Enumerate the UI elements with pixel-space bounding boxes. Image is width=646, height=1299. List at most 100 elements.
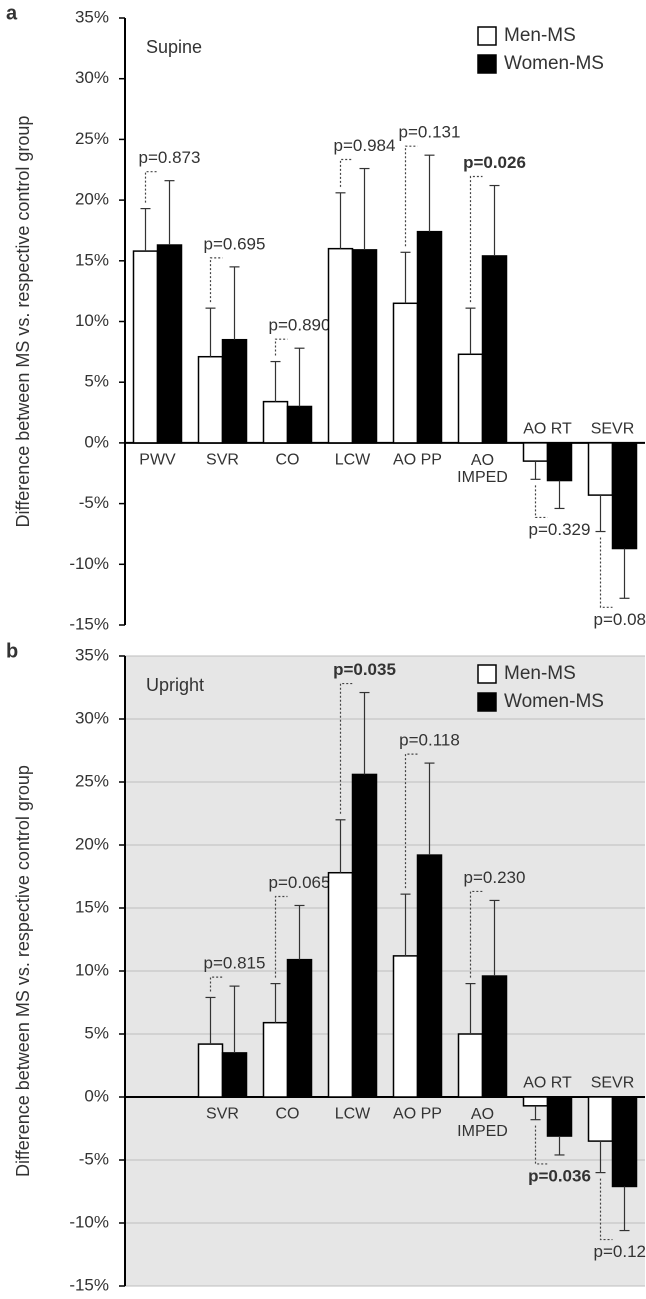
p-value-label: p=0.026 <box>463 153 526 172</box>
error-bar <box>554 480 565 510</box>
bar <box>286 958 313 1098</box>
category-label: SVR <box>206 1105 239 1123</box>
p-value-label: p=0.873 <box>139 148 201 167</box>
panel-title: Supine <box>146 37 202 57</box>
bar <box>522 1096 549 1107</box>
p-value-bracket <box>599 537 613 608</box>
error-bar <box>229 266 240 340</box>
error-bar <box>359 167 370 250</box>
y-tick-label: 5% <box>84 1023 109 1042</box>
category-label: LCW <box>334 451 371 469</box>
bar <box>481 255 508 444</box>
p-value-bracket <box>404 753 418 889</box>
bar <box>392 302 419 444</box>
p-value-label: p=0.131 <box>399 123 461 142</box>
error-bar <box>595 1141 606 1174</box>
bar <box>351 773 378 1098</box>
legend-label: Men-MS <box>504 25 576 46</box>
category-label: SVR <box>206 451 239 469</box>
category-label: CO <box>275 1105 300 1123</box>
category-label: AO IMPED <box>457 452 508 486</box>
p-value-label: p=0.230 <box>464 868 526 887</box>
bar <box>221 338 248 444</box>
bar <box>351 249 378 444</box>
error-bar <box>270 360 281 402</box>
p-value-label: p=0.695 <box>204 234 266 253</box>
bar <box>546 1096 573 1137</box>
p-value-bracket <box>404 145 418 247</box>
category-label: AO PP <box>393 451 442 469</box>
p-value-bracket <box>339 158 353 187</box>
bar <box>416 230 443 444</box>
p-value-label: p=0.329 <box>529 520 591 539</box>
p-value-bracket <box>274 895 288 978</box>
error-bar <box>465 982 476 1034</box>
y-tick-label: 0% <box>84 1086 109 1105</box>
y-tick-label: -5% <box>79 493 109 512</box>
y-tick-label: 35% <box>75 645 109 664</box>
error-bar <box>335 192 346 249</box>
error-bar <box>424 762 435 856</box>
plot-background <box>125 18 645 625</box>
y-tick-label: -15% <box>69 1275 109 1294</box>
legend-swatch <box>477 664 497 684</box>
p-value-bracket <box>469 175 483 303</box>
y-axis-label: Difference between MS vs. respective con… <box>13 765 33 1177</box>
bar <box>457 353 484 444</box>
bar <box>197 1043 224 1098</box>
error-bar <box>400 893 411 956</box>
panel-label: a <box>6 2 18 24</box>
bar <box>392 955 419 1098</box>
legend-swatch <box>477 692 497 712</box>
error-bar <box>400 251 411 304</box>
y-tick-label: 10% <box>75 311 109 330</box>
category-label: AO PP <box>393 1105 442 1123</box>
legend-label: Women-MS <box>504 691 604 712</box>
error-bar <box>335 819 346 873</box>
bar <box>587 1096 614 1142</box>
bar <box>262 1021 289 1098</box>
y-tick-label: 5% <box>84 372 109 391</box>
error-bar <box>359 691 370 775</box>
error-bar <box>294 904 305 960</box>
category-label: SEVR <box>590 420 635 438</box>
bar <box>221 1052 248 1098</box>
y-tick-label: 20% <box>75 190 109 209</box>
bar <box>611 1096 638 1188</box>
error-bar <box>140 207 151 252</box>
bar <box>416 854 443 1098</box>
category-label: PWV <box>139 451 176 469</box>
error-bar <box>554 1136 565 1156</box>
error-bar <box>205 307 216 357</box>
error-bar <box>530 1105 541 1121</box>
bar <box>132 250 159 444</box>
p-value-label: p=0.036 <box>528 1166 591 1185</box>
error-bar <box>465 307 476 355</box>
bar <box>327 871 354 1098</box>
y-tick-label: -15% <box>69 614 109 633</box>
error-bar <box>489 899 500 977</box>
p-value-bracket <box>274 338 288 356</box>
p-value-bracket <box>534 485 548 519</box>
error-bar <box>530 461 541 480</box>
error-bar <box>595 495 606 533</box>
category-label: AO RT <box>523 420 572 438</box>
bar <box>327 247 354 444</box>
bar <box>156 244 183 444</box>
bar <box>286 405 313 444</box>
p-value-bracket <box>534 1125 548 1165</box>
p-value-bracket <box>209 976 223 992</box>
bar <box>611 442 638 550</box>
bar <box>262 400 289 444</box>
bar <box>481 975 508 1098</box>
p-value-label: p=0.118 <box>399 731 460 750</box>
error-bar <box>205 996 216 1045</box>
p-value-bracket <box>469 890 483 978</box>
category-label: AO IMPED <box>457 1106 508 1140</box>
error-bar <box>270 982 281 1023</box>
category-label: SEVR <box>590 1074 635 1092</box>
p-value-bracket <box>599 1178 613 1241</box>
y-tick-label: 25% <box>75 129 109 148</box>
p-value-label: p=0.065 <box>269 873 331 892</box>
